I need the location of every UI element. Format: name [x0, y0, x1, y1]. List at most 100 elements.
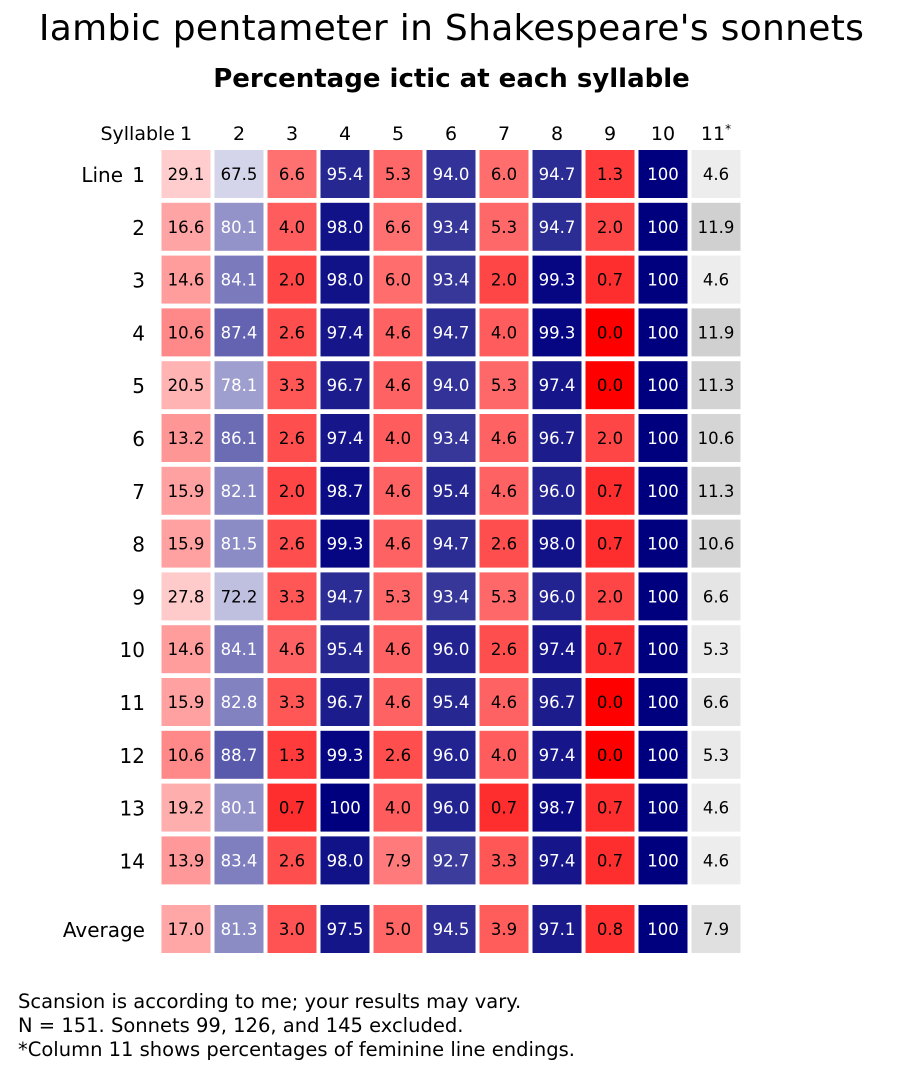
- cell-r8-c3-label: 2.6: [279, 535, 305, 554]
- cell-r2-c8-cell: [532, 202, 582, 251]
- row-header-9: 9: [132, 585, 145, 609]
- cell-r7-c5-label: 4.6: [385, 482, 411, 501]
- cell-r9-c8-label: 96.0: [539, 587, 576, 606]
- cell-r5-c11-label: 11.3: [698, 376, 735, 395]
- cell-r13-c8-cell: [532, 783, 582, 832]
- cell-r11-c2-label: 82.8: [221, 693, 258, 712]
- cell-r12-c11-cell: [691, 730, 741, 779]
- cell-r3-c7-cell: [479, 255, 529, 304]
- cell-r2-c3-label: 4.0: [279, 218, 305, 237]
- row-header-2: 2: [132, 216, 145, 240]
- cell-r12-c8-cell: [532, 730, 582, 779]
- cell-r7-c2-cell: [214, 466, 264, 515]
- cell-r10-c9-label: 0.7: [597, 640, 623, 659]
- cell-r2-c7-label: 5.3: [491, 218, 517, 237]
- average-c5-label: 5.0: [385, 920, 411, 939]
- cell-r11-c8-cell: [532, 678, 582, 726]
- cell-r7-c8-label: 96.0: [539, 482, 576, 501]
- cell-r13-c11-label: 4.6: [703, 799, 729, 818]
- cell-r9-c6-label: 93.4: [433, 587, 470, 606]
- cell-r10-c1-cell: [161, 625, 211, 674]
- cell-r11-c8-label: 96.7: [539, 693, 576, 712]
- cell-r6-c4-label: 97.4: [327, 429, 364, 448]
- cell-r3-c10-label: 100: [647, 271, 679, 290]
- cell-r6-c4-cell: [320, 414, 370, 462]
- cell-r4-c10-cell: [638, 308, 688, 357]
- cell-r10-c3-label: 4.6: [279, 640, 305, 659]
- cell-r12-c1-cell: [161, 730, 211, 779]
- cell-r4-c10-label: 100: [647, 323, 679, 342]
- cell-r12-c6-cell: [426, 730, 476, 779]
- cell-r8-c1-label: 15.9: [168, 535, 205, 554]
- cell-r2-c8-label: 94.7: [539, 218, 576, 237]
- cell-r6-c6-label: 93.4: [433, 429, 470, 448]
- cell-r1-c4-cell: [320, 150, 370, 198]
- cell-r6-c6-cell: [426, 414, 476, 462]
- cell-r13-c2-cell: [214, 783, 264, 832]
- cell-r14-c8-cell: [532, 836, 582, 885]
- cell-r7-c7-cell: [479, 466, 529, 515]
- cell-r9-c10-cell: [638, 572, 688, 621]
- cell-r4-c4-label: 97.4: [327, 323, 364, 342]
- cell-r7-c5-cell: [373, 466, 423, 515]
- average-c7-cell: [479, 905, 529, 953]
- cell-r13-c3-label: 0.7: [279, 799, 305, 818]
- cell-r2-c5-label: 6.6: [385, 218, 411, 237]
- cell-r10-c1-label: 14.6: [168, 640, 205, 659]
- cell-r10-c10-label: 100: [647, 640, 679, 659]
- cell-r14-c8-label: 97.4: [539, 851, 576, 870]
- cell-r6-c1-cell: [161, 414, 211, 462]
- average-c2-label: 81.3: [221, 920, 258, 939]
- cell-r4-c9-cell: [585, 308, 635, 357]
- cell-r11-c7-label: 4.6: [491, 693, 517, 712]
- cell-r2-c10-cell: [638, 202, 688, 251]
- average-c10-label: 100: [647, 920, 679, 939]
- row-header-7: 7: [132, 480, 145, 504]
- cell-r8-c11-cell: [691, 519, 741, 568]
- cell-r8-c1-cell: [161, 519, 211, 568]
- cell-r13-c3-cell: [267, 783, 317, 832]
- cell-r13-c1-label: 19.2: [168, 799, 205, 818]
- cell-r3-c2-label: 84.1: [221, 271, 258, 290]
- col-header-4: 4: [339, 123, 351, 145]
- row-header-1: 1: [132, 163, 145, 187]
- cell-r11-c7-cell: [479, 678, 529, 726]
- cell-r4-c1-cell: [161, 308, 211, 357]
- cell-r10-c8-label: 97.4: [539, 640, 576, 659]
- cell-r10-c4-label: 95.4: [327, 640, 364, 659]
- cell-r12-c4-label: 99.3: [327, 746, 364, 765]
- cell-r12-c10-label: 100: [647, 746, 679, 765]
- cell-r5-c1-label: 20.5: [168, 376, 205, 395]
- cell-r1-c8-cell: [532, 150, 582, 198]
- average-c8-label: 97.1: [539, 920, 576, 939]
- cell-r12-c3-cell: [267, 730, 317, 779]
- cell-r12-c7-cell: [479, 730, 529, 779]
- cell-r12-c9-cell: [585, 730, 635, 779]
- cell-r14-c11-cell: [691, 836, 741, 885]
- col-header-5: 5: [392, 123, 404, 145]
- cell-r3-c1-cell: [161, 255, 211, 304]
- cell-r7-c2-label: 82.1: [221, 482, 258, 501]
- cell-r1-c1-label: 29.1: [168, 165, 205, 184]
- cell-r11-c11-label: 6.6: [703, 693, 729, 712]
- cell-r12-c8-label: 97.4: [539, 746, 576, 765]
- col-header-9: 9: [604, 123, 616, 145]
- cell-r11-c3-cell: [267, 678, 317, 726]
- cell-r10-c7-label: 2.6: [491, 640, 517, 659]
- cell-r14-c2-cell: [214, 836, 264, 885]
- cell-r13-c2-label: 80.1: [221, 799, 258, 818]
- cell-r1-c4-label: 95.4: [327, 165, 364, 184]
- col-header-11: 11*: [701, 122, 731, 145]
- cell-r14-c5-cell: [373, 836, 423, 885]
- cell-r7-c6-label: 95.4: [433, 482, 470, 501]
- cell-r8-c3-cell: [267, 519, 317, 568]
- cell-r4-c2-cell: [214, 308, 264, 357]
- cell-r8-c7-label: 2.6: [491, 535, 517, 554]
- col-header-7: 7: [498, 123, 510, 145]
- average-c3-label: 3.0: [279, 920, 305, 939]
- footnotes: Scansion is according to me; your result…: [18, 990, 575, 1062]
- cell-r1-c8-label: 94.7: [539, 165, 576, 184]
- cell-r3-c7-label: 2.0: [491, 271, 517, 290]
- cell-r1-c9-cell: [585, 150, 635, 198]
- chart-subtitle: Percentage ictic at each syllable: [213, 64, 690, 94]
